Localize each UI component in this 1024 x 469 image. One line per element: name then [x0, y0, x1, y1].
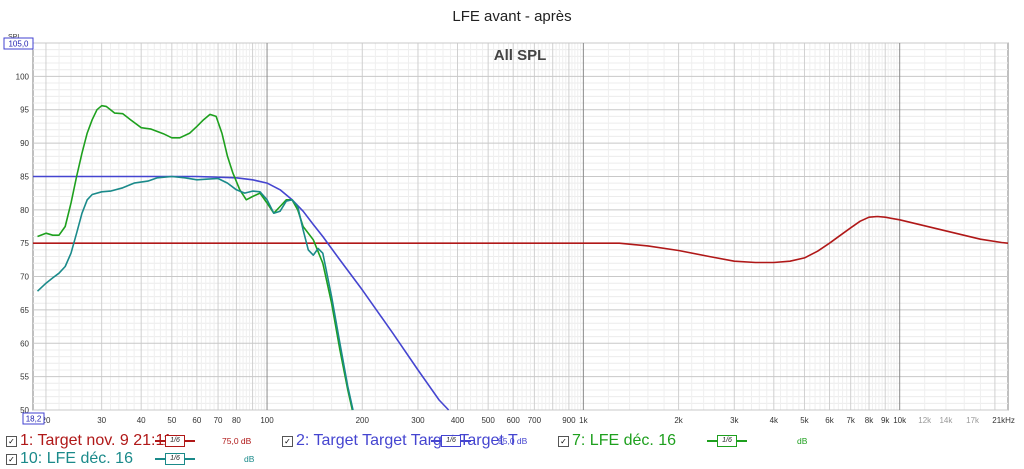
x-tick-label: 6k [825, 416, 834, 425]
legend-value-4: dB [244, 454, 255, 464]
x-tick-label: 700 [528, 416, 542, 425]
y-tick-label: 55 [20, 373, 29, 382]
legend-item-3[interactable]: ✓ 7: LFE déc. 16 [558, 432, 677, 449]
series-line-4 [36, 175, 354, 411]
x-tick-label: 400 [451, 416, 465, 425]
legend-checkbox-3[interactable]: ✓ [558, 435, 569, 447]
x-tick-label: 60 [192, 416, 201, 425]
x-tick-label: 14k [939, 416, 953, 425]
x-tick-label: 7k [846, 416, 855, 425]
smoothing-value-2: 1/6 [441, 435, 461, 447]
smoothing-control-4[interactable]: 1/6 [155, 453, 195, 465]
plot-title: All SPL [494, 47, 547, 64]
legend-label-4: 10: LFE déc. 16 [20, 450, 133, 467]
legend-checkbox-1[interactable]: ✓ [6, 435, 17, 447]
x-tick-label: 12k [918, 416, 932, 425]
smoothing-value-1: 1/6 [165, 435, 185, 447]
series-group [33, 104, 1009, 411]
y-tick-label: 100 [16, 72, 30, 81]
y-tick-label: 95 [20, 106, 29, 115]
x-tick-label: 500 [481, 416, 495, 425]
y-tick-label: 70 [20, 273, 29, 282]
y-tick-label: 90 [20, 139, 29, 148]
plot-background [32, 42, 1009, 411]
y-tick-label: 85 [20, 172, 29, 181]
legend-label-1: 1: Target nov. 9 21:11 [20, 432, 173, 449]
y-top-box [3, 37, 34, 50]
x-tick-label: 200 [356, 416, 370, 425]
x-tick-label: 10k [893, 416, 907, 425]
legend-value-2: 85,0 dB [498, 436, 528, 446]
x-axis-labels: 20 30 40 50 60 70 80 100 200 300 400 500 600 700 900 1k… [42, 416, 1015, 425]
x-tick-label: 4k [770, 416, 779, 425]
series-line-1 [33, 215, 1009, 264]
legend-value-1: 75,0 dB [222, 436, 252, 446]
x-tick-label: 50 [167, 416, 176, 425]
x-tick-label: 1k [579, 416, 588, 425]
series-line-2 [33, 175, 450, 411]
x-tick-label: 9k [881, 416, 890, 425]
x-tick-label: 5k [800, 416, 809, 425]
smoothing-control-2[interactable]: 1/6 [431, 435, 471, 447]
x-tick-label: 100 [260, 416, 274, 425]
x-tick-label: 70 [214, 416, 223, 425]
legend-label-3: 7: LFE déc. 16 [572, 432, 677, 449]
page-title: LFE avant - après [452, 8, 572, 25]
x-left-value[interactable]: 18,2 [26, 415, 42, 424]
y-tick-label: 80 [20, 206, 29, 215]
x-tick-label: 2k [674, 416, 683, 425]
legend-value-3: dB [797, 436, 808, 446]
x-tick-label: 3k [730, 416, 739, 425]
smoothing-control-3[interactable]: 1/6 [707, 435, 747, 447]
x-tick-label: 30 [97, 416, 106, 425]
legend-checkbox-2[interactable]: ✓ [282, 435, 293, 447]
x-tick-label: 600 [507, 416, 521, 425]
x-tick-label: 8k [865, 416, 874, 425]
x-left-box [22, 412, 45, 425]
legend-item-1[interactable]: ✓ 1: Target nov. 9 21:11 [6, 432, 173, 449]
grid-minor [33, 43, 1008, 410]
x-tick-label: 900 [562, 416, 576, 425]
y-axis-labels: 100 95 90 85 80 75 70 65 60 55 50 [16, 72, 30, 415]
y-top-value[interactable]: 105,0 [8, 40, 29, 49]
legend-item-4[interactable]: ✓ 10: LFE déc. 16 [6, 450, 133, 467]
y-tick-label: 50 [20, 406, 29, 415]
legend-label-2: 2: Target Target Target Target T [296, 432, 518, 449]
x-tick-label: 300 [411, 416, 425, 425]
legend-checkbox-4[interactable]: ✓ [6, 453, 17, 465]
y-tick-label: 65 [20, 306, 29, 315]
smoothing-control-1[interactable]: 1/6 [155, 435, 195, 447]
x-tick-label: 20 [42, 416, 51, 425]
legend-item-2[interactable]: ✓ 2: Target Target Target Target T [282, 432, 518, 449]
smoothing-value-4: 1/6 [165, 453, 185, 465]
x-tick-label: 80 [232, 416, 241, 425]
y-tick-label: 75 [20, 239, 29, 248]
x-tick-label: 21kHz [992, 416, 1015, 425]
smoothing-value-3: 1/6 [717, 435, 737, 447]
y-tick-label: 60 [20, 339, 29, 348]
x-tick-label: 40 [137, 416, 146, 425]
x-tick-label: 17k [966, 416, 980, 425]
